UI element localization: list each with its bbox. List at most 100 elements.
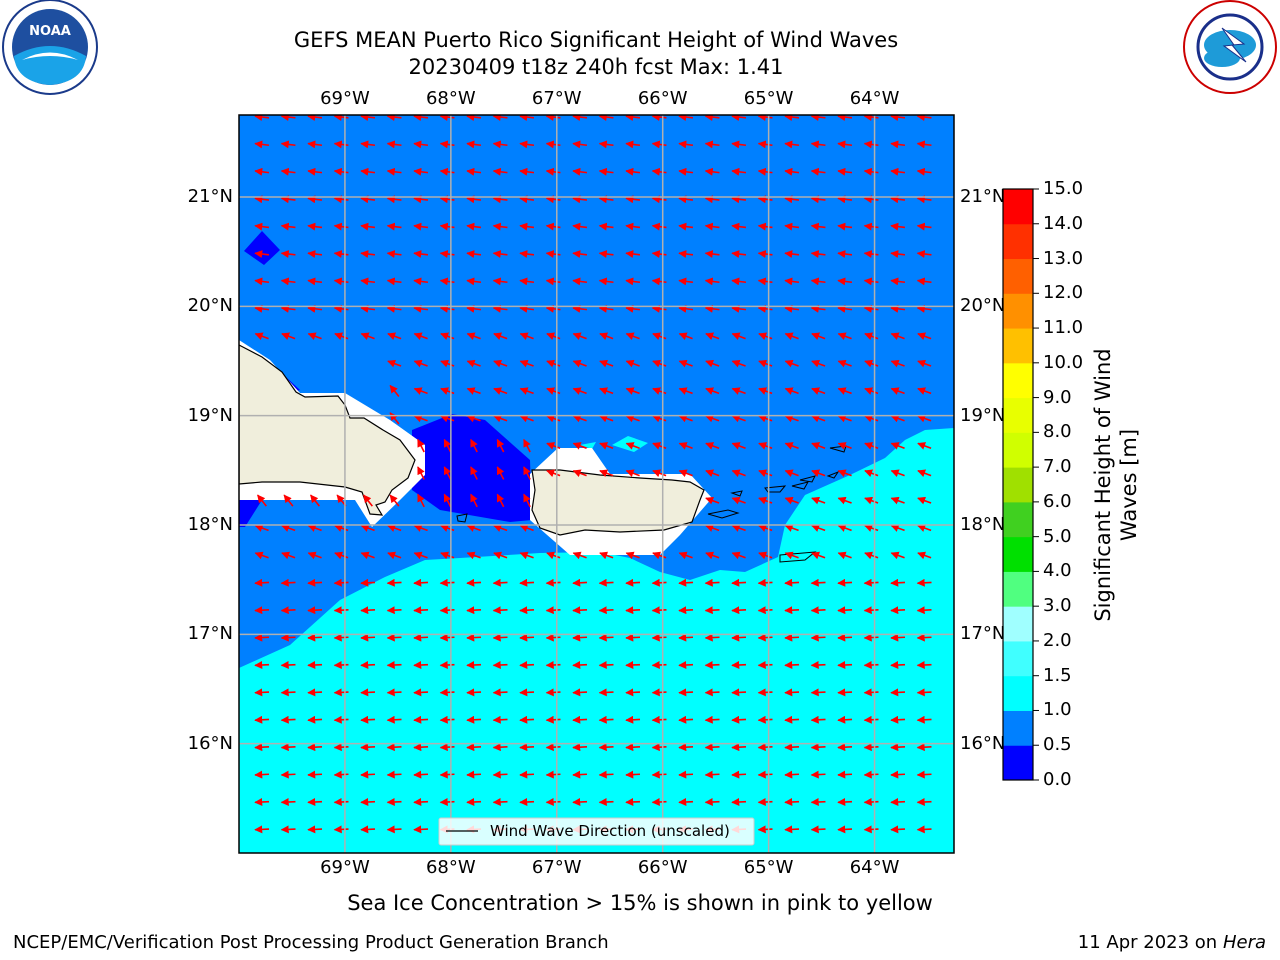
wind-wave-arrow <box>837 743 853 752</box>
wind-wave-arrow <box>519 770 535 779</box>
wind-wave-arrow <box>545 195 561 204</box>
lat-label: 16°N <box>960 732 1006 754</box>
wind-wave-arrow <box>651 606 667 615</box>
wind-wave-arrow <box>704 688 720 697</box>
wind-wave-arrow <box>651 660 667 669</box>
wind-wave-arrow <box>598 304 614 313</box>
wind-wave-arrow <box>572 688 588 697</box>
wind-wave-arrow <box>545 743 561 752</box>
wind-wave-arrow <box>492 304 508 313</box>
wind-wave-arrow <box>625 222 641 231</box>
wind-wave-arrow <box>863 743 879 752</box>
wind-wave-arrow <box>863 797 879 806</box>
wind-wave-arrow <box>678 606 694 615</box>
wind-wave-arrow <box>280 167 296 176</box>
wind-wave-arrow <box>625 770 641 779</box>
wind-wave-arrow <box>389 384 400 397</box>
wind-wave-arrow <box>519 551 534 560</box>
wind-wave-arrow <box>572 359 587 368</box>
wind-wave-arrow <box>890 115 906 121</box>
legend-label: Wind Wave Direction (unscaled) <box>490 822 730 840</box>
wind-wave-arrow <box>387 524 402 532</box>
wind-wave-arrow <box>705 469 720 478</box>
wind-wave-arrow <box>757 743 773 752</box>
wind-wave-arrow <box>519 359 534 368</box>
wind-wave-arrow <box>417 466 425 480</box>
wind-wave-arrow <box>731 414 746 423</box>
wind-wave-arrow <box>360 633 376 642</box>
wind-wave-arrow <box>731 660 747 669</box>
wind-wave-arrow <box>916 743 932 752</box>
wind-wave-arrow <box>678 304 694 313</box>
lat-label: 20°N <box>960 295 1006 317</box>
wind-wave-arrow <box>757 167 773 176</box>
wind-wave-arrow <box>678 332 693 341</box>
wind-wave-arrow <box>333 606 349 615</box>
wind-wave-arrow <box>890 606 906 615</box>
wind-wave-arrow <box>307 524 322 532</box>
wind-wave-arrow <box>572 606 588 615</box>
wind-wave-arrow <box>254 743 270 752</box>
wind-wave-arrow <box>837 551 852 560</box>
wind-wave-arrow <box>598 797 614 806</box>
colorbar-segment <box>1003 536 1033 572</box>
wind-wave-arrow <box>784 332 799 341</box>
wind-wave-arrow <box>784 469 799 478</box>
wind-wave-arrow <box>705 387 720 395</box>
wind-wave-arrow <box>784 140 800 149</box>
wind-wave-arrow <box>413 743 429 752</box>
wind-wave-arrow <box>386 770 402 779</box>
wind-wave-arrow <box>492 250 508 258</box>
wind-wave-arrow <box>280 743 296 752</box>
wind-wave-arrow <box>572 167 588 176</box>
wind-wave-arrow <box>333 167 349 176</box>
wind-wave-arrow <box>599 359 614 368</box>
wind-wave-arrow <box>757 578 773 587</box>
wind-wave-arrow <box>917 332 932 341</box>
wind-wave-arrow <box>492 715 508 724</box>
colorbar-segment <box>1003 675 1033 711</box>
wind-wave-arrow <box>890 715 906 724</box>
wind-wave-arrow <box>492 606 508 615</box>
wind-wave-arrow <box>572 387 587 395</box>
lat-label: 21°N <box>960 186 1006 207</box>
wind-wave-arrow <box>493 387 508 395</box>
wind-wave-arrow <box>389 494 400 507</box>
wind-wave-arrow <box>572 551 587 560</box>
wind-wave-arrow <box>466 743 482 752</box>
wind-wave-arrow <box>625 688 641 697</box>
wind-wave-arrow <box>864 359 879 368</box>
wind-wave-arrow <box>545 277 561 286</box>
wind-wave-arrow <box>386 660 402 669</box>
wind-wave-arrow <box>492 797 508 806</box>
wind-wave-arrow <box>837 825 853 834</box>
wind-wave-arrow <box>360 277 376 286</box>
wind-wave-arrow <box>916 660 932 669</box>
wind-wave-arrow <box>466 115 482 121</box>
wind-wave-arrow <box>523 438 531 453</box>
wind-wave-arrow <box>439 606 455 615</box>
wind-wave-arrow <box>413 277 429 286</box>
wind-wave-arrow <box>413 825 429 834</box>
wind-wave-arrow <box>280 115 296 121</box>
wind-wave-arrow <box>466 222 482 231</box>
wind-wave-arrow <box>413 359 428 368</box>
wind-wave-arrow <box>731 797 747 806</box>
colorbar-segment <box>1003 710 1033 746</box>
wind-wave-arrow <box>810 578 826 587</box>
wind-wave-arrow <box>333 743 349 752</box>
wind-wave-arrow <box>572 115 588 121</box>
wind-wave-arrow <box>439 797 455 806</box>
wind-wave-arrow <box>280 633 296 642</box>
wind-wave-arrow <box>757 770 773 779</box>
wind-wave-arrow <box>360 332 375 341</box>
wind-wave-arrow <box>863 825 879 834</box>
wind-wave-arrow <box>413 414 428 423</box>
wind-wave-arrow <box>466 414 481 423</box>
wind-wave-arrow <box>864 387 879 395</box>
noaa-logo: NOAA <box>2 0 98 95</box>
colorbar <box>1002 188 1039 781</box>
map-frame <box>238 114 955 854</box>
wind-wave-arrow <box>651 578 667 587</box>
wind-wave-arrow <box>916 115 932 121</box>
